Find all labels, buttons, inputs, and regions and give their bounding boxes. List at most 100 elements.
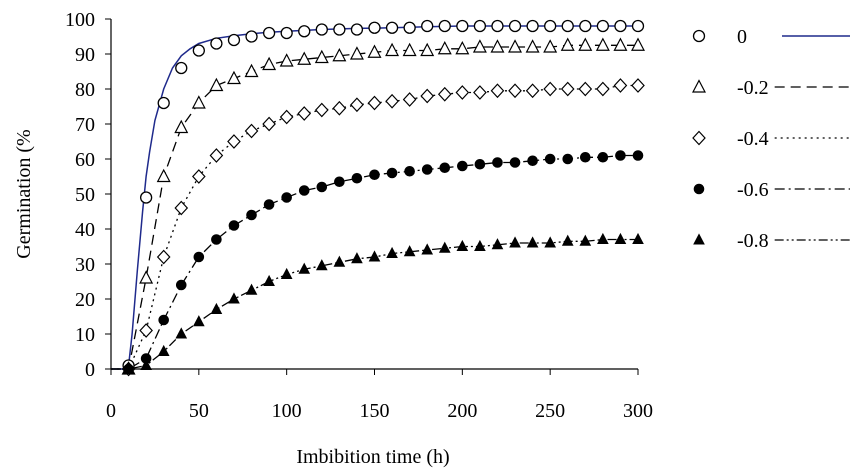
data-point bbox=[457, 160, 468, 172]
y-tick-label: 60 bbox=[75, 149, 95, 171]
data-point bbox=[631, 37, 645, 51]
data-point bbox=[193, 315, 205, 327]
data-point bbox=[192, 169, 206, 184]
data-point bbox=[209, 148, 224, 163]
data-point bbox=[490, 83, 505, 99]
series-line-4 bbox=[111, 154, 638, 370]
y-tick-label: 40 bbox=[75, 219, 95, 241]
data-point bbox=[578, 81, 593, 97]
data-point bbox=[491, 238, 504, 250]
data-point bbox=[210, 37, 223, 50]
data-point bbox=[332, 47, 347, 62]
y-tick-label: 0 bbox=[85, 359, 95, 381]
plot-area bbox=[110, 19, 645, 377]
data-point bbox=[508, 39, 523, 53]
y-tick-label: 90 bbox=[75, 44, 95, 66]
data-point bbox=[174, 200, 189, 216]
legend-entry: -0.4 bbox=[692, 128, 850, 150]
data-point bbox=[508, 83, 522, 99]
data-point bbox=[421, 243, 434, 255]
data-point bbox=[297, 51, 312, 65]
x-tick-label: 0 bbox=[106, 400, 116, 422]
data-point bbox=[560, 37, 575, 51]
y-tick-label: 70 bbox=[75, 114, 95, 136]
data-point bbox=[543, 39, 558, 53]
data-point bbox=[209, 77, 224, 92]
data-point bbox=[297, 106, 312, 121]
data-point bbox=[455, 85, 470, 100]
y-axis-ticks: 0 10 20 30 40 50 60 70 80 90 100 bbox=[65, 9, 111, 381]
data-point bbox=[420, 42, 435, 57]
data-point bbox=[420, 88, 435, 104]
data-point bbox=[596, 81, 610, 97]
data-point bbox=[562, 153, 574, 165]
data-point bbox=[139, 191, 153, 204]
data-point bbox=[632, 232, 644, 244]
data-point bbox=[351, 172, 363, 184]
data-point bbox=[526, 19, 539, 33]
data-point bbox=[579, 234, 592, 246]
data-point bbox=[561, 234, 574, 246]
data-point bbox=[263, 274, 275, 286]
legend-entry: 0 bbox=[692, 26, 850, 48]
data-point bbox=[614, 232, 627, 244]
x-tick-label: 300 bbox=[623, 400, 653, 422]
legend-label: 0 bbox=[737, 26, 747, 48]
x-tick-label: 100 bbox=[272, 400, 302, 422]
legend-label: -0.2 bbox=[737, 77, 769, 99]
data-point bbox=[316, 181, 328, 193]
data-point bbox=[211, 234, 222, 245]
data-point bbox=[544, 19, 557, 33]
data-point bbox=[174, 119, 189, 134]
data-point bbox=[262, 116, 276, 132]
data-point bbox=[580, 151, 591, 163]
data-point bbox=[631, 78, 645, 93]
data-point bbox=[526, 236, 539, 248]
data-point bbox=[385, 21, 399, 34]
x-tick-label: 250 bbox=[535, 400, 565, 422]
data-point bbox=[508, 19, 522, 33]
data-point bbox=[473, 85, 487, 100]
legend-label: -0.4 bbox=[737, 128, 769, 150]
data-point bbox=[350, 23, 364, 36]
y-tick-label: 80 bbox=[75, 79, 95, 101]
data-point bbox=[456, 239, 469, 251]
data-point bbox=[525, 39, 540, 53]
data-point bbox=[544, 153, 556, 165]
series-markers-2 bbox=[121, 37, 645, 375]
legend-label: -0.6 bbox=[737, 179, 769, 201]
data-point bbox=[157, 96, 170, 110]
data-point bbox=[525, 83, 540, 99]
data-point bbox=[578, 37, 593, 51]
legend-marker bbox=[693, 183, 705, 195]
data-point bbox=[509, 236, 521, 248]
data-point bbox=[298, 25, 311, 38]
legend-marker bbox=[693, 233, 705, 245]
y-tick-label: 10 bbox=[75, 324, 95, 346]
data-point bbox=[245, 283, 258, 295]
data-point bbox=[386, 246, 398, 258]
data-point bbox=[472, 39, 487, 53]
data-point bbox=[455, 40, 470, 55]
data-point bbox=[192, 44, 205, 57]
data-point bbox=[175, 279, 187, 291]
data-point bbox=[314, 49, 329, 64]
data-point bbox=[385, 93, 399, 109]
legend-entry: -0.8 bbox=[693, 230, 850, 252]
data-point bbox=[456, 19, 469, 33]
data-point bbox=[368, 21, 381, 34]
data-point bbox=[615, 150, 626, 161]
data-point bbox=[367, 44, 382, 58]
data-point bbox=[226, 70, 241, 85]
series-line-3 bbox=[111, 84, 638, 370]
series-markers-1 bbox=[122, 19, 645, 372]
data-point bbox=[280, 267, 293, 279]
data-point bbox=[632, 150, 644, 161]
data-point bbox=[139, 270, 154, 284]
data-point bbox=[491, 19, 504, 33]
data-point bbox=[369, 169, 380, 181]
data-point bbox=[421, 164, 433, 175]
data-point bbox=[614, 19, 627, 33]
data-point bbox=[631, 19, 645, 33]
data-point bbox=[263, 199, 275, 210]
